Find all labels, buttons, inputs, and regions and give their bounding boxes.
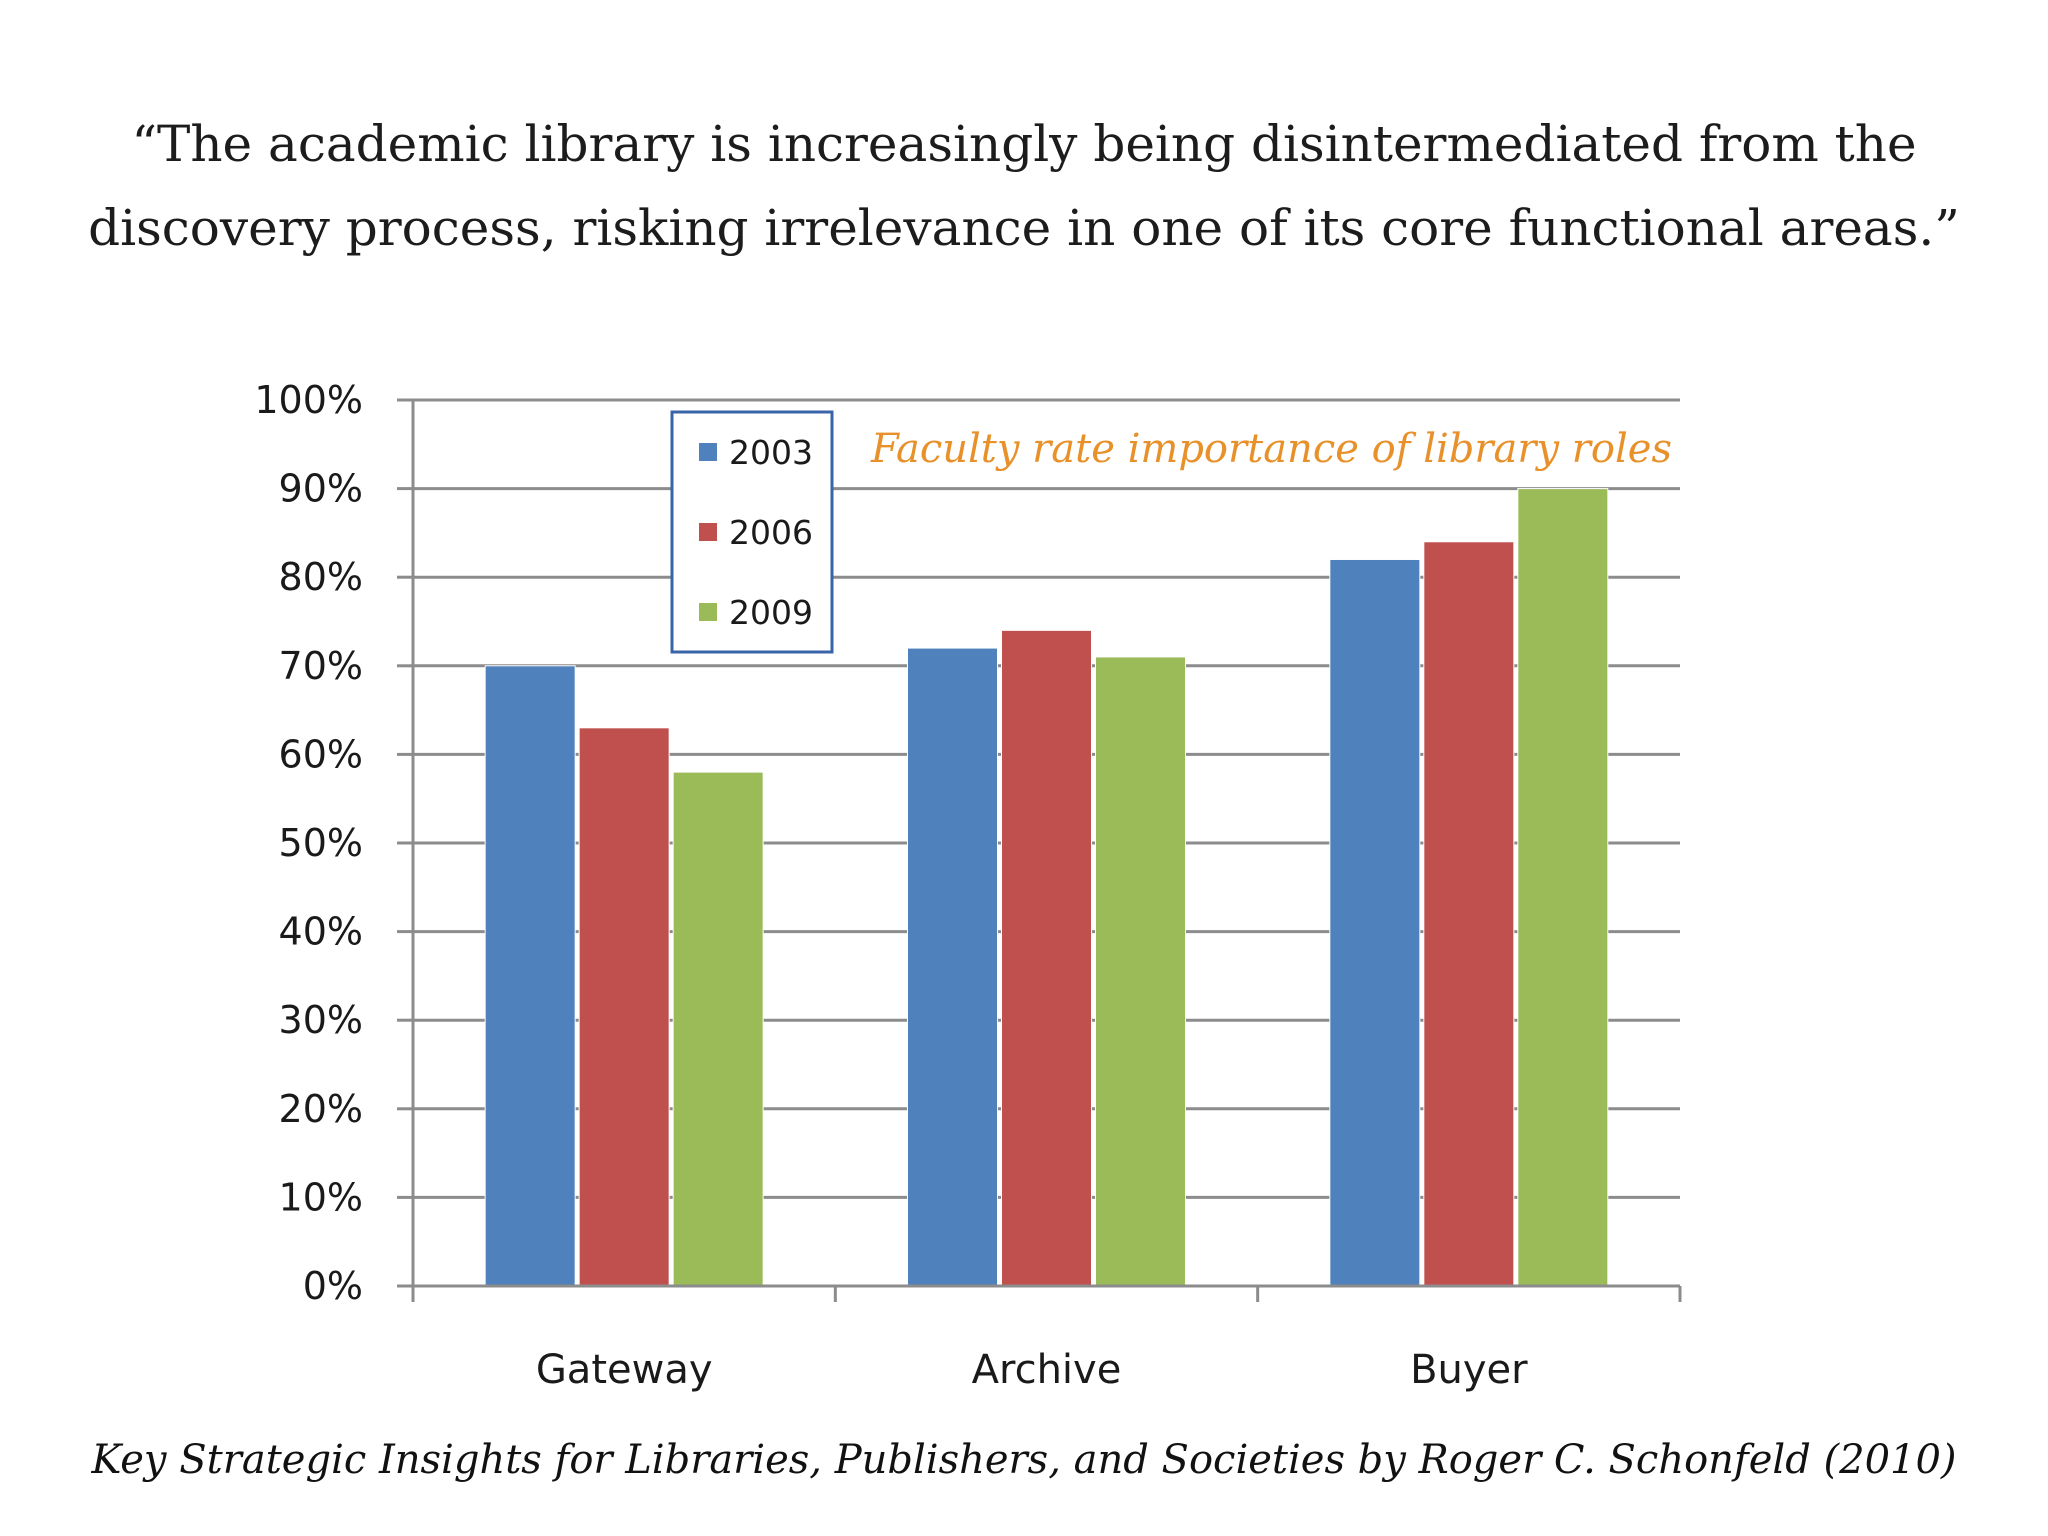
- bar-buyer-2003: [1329, 558, 1421, 1287]
- bar-buyer-2006: [1423, 541, 1515, 1287]
- y-tick-label: 0%: [303, 1264, 363, 1308]
- legend: 2003 2006 2009: [670, 410, 834, 654]
- legend-box: [670, 410, 834, 654]
- y-tick-label: 30%: [279, 998, 363, 1042]
- bar-archive-2009: [1095, 656, 1186, 1287]
- legend-swatch-2003: [699, 443, 717, 461]
- bar-buyer-2009: [1517, 488, 1609, 1287]
- tick-labels: 0% 10% 20% 30% 40% 50% 60% 70% 80% 90% 100% Gateway…: [254, 378, 1528, 1393]
- y-tick-label: 20%: [279, 1087, 363, 1131]
- y-tick-label: 80%: [279, 555, 363, 599]
- bars: [484, 488, 1609, 1287]
- bar-gateway-2003: [484, 665, 576, 1287]
- bar-gateway-2006: [578, 727, 670, 1287]
- bar-archive-2003: [907, 647, 998, 1287]
- legend-swatch-2006: [699, 523, 717, 541]
- y-tick-label: 50%: [279, 821, 363, 865]
- bar-archive-2006: [1001, 629, 1092, 1287]
- chart-annotation: Faculty rate importance of library roles: [870, 426, 1672, 472]
- legend-swatch-2009: [699, 603, 717, 621]
- y-tick-label: 40%: [279, 910, 363, 954]
- category-label: Buyer: [1410, 1347, 1528, 1393]
- quote-line-1: “The academic library is increasingly be…: [131, 115, 1917, 173]
- quote-line-2: discovery process, risking irrelevance i…: [88, 199, 1960, 257]
- legend-label-2006: 2006: [729, 513, 813, 552]
- y-tick-label: 90%: [279, 467, 363, 511]
- y-tick-label: 10%: [279, 1175, 363, 1219]
- y-tick-label: 70%: [279, 644, 363, 688]
- legend-label-2009: 2009: [729, 593, 813, 632]
- bar-gateway-2009: [672, 771, 764, 1287]
- axes: [397, 398, 1682, 1302]
- y-tick-label: 100%: [254, 378, 363, 422]
- category-label: Archive: [972, 1347, 1122, 1393]
- source-caption: Key Strategic Insights for Libraries, Pu…: [91, 1437, 1957, 1483]
- quote-text: “The academic library is increasingly be…: [0, 102, 2048, 270]
- y-tick-label: 60%: [279, 732, 363, 776]
- legend-label-2003: 2003: [729, 433, 813, 472]
- category-label: Gateway: [536, 1347, 713, 1393]
